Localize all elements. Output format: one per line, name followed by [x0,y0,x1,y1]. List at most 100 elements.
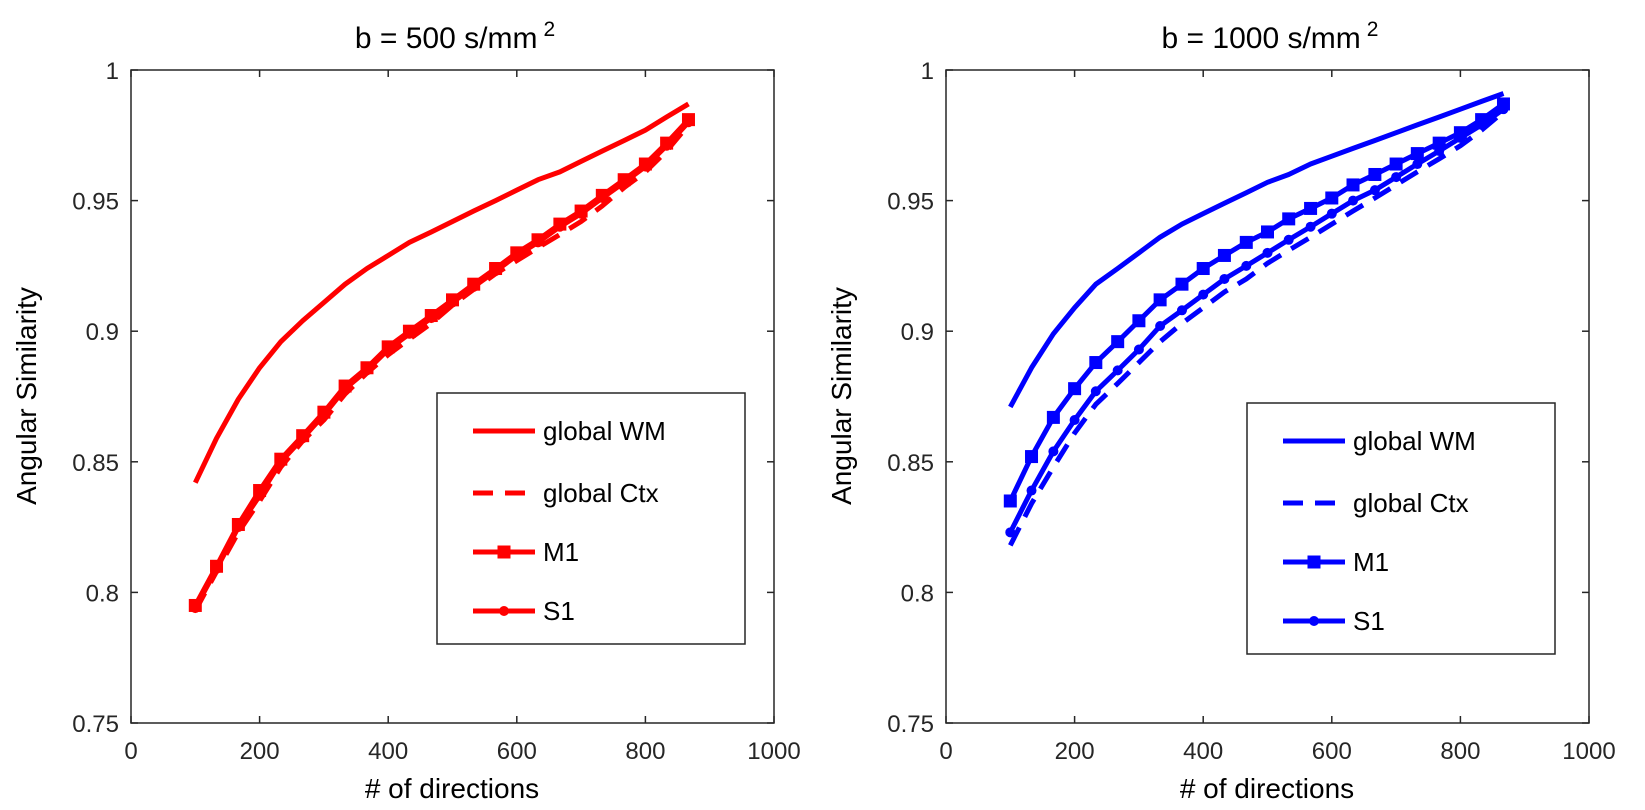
data-point [576,208,587,219]
x-tick-label: 800 [625,738,665,765]
y-tick-label: 1 [921,58,934,85]
data-point [1217,248,1231,262]
legend-marker [499,606,509,616]
legend-label: global Ctx [543,478,659,508]
data-point [640,161,651,172]
data-point [1176,305,1187,316]
legend-item-global-wm: global WM [1283,426,1476,456]
y-tick-labels: 0.75 0.8 0.85 0.9 0.95 1 [887,58,934,738]
data-point [1412,159,1423,170]
legend-box [436,392,746,645]
y-tick-label: 0.95 [72,189,119,216]
legend-item-m1: M1 [473,537,579,567]
x-tick-label: 200 [1055,738,1095,765]
data-point [275,456,286,467]
data-point [597,192,608,203]
legend-item-m1: M1 [1283,547,1389,577]
data-point [1090,386,1101,397]
data-point [1282,212,1296,226]
legend-item-global-wm: global WM [473,416,666,446]
chart-b1000: b = 1000 s/mm 2 0 200 400 600 800 1000 0.75 0.8… [826,18,1616,804]
y-tick-label: 0.75 [72,711,119,738]
series-layer [188,101,695,614]
y-tick-label: 0.9 [901,319,934,346]
y-tick-label: 0.9 [86,319,119,346]
data-point [1369,185,1380,196]
data-point [1003,494,1017,508]
chart-b500: b = 500 s/mm 2 0 200 400 600 800 1000 0.750.80… [11,18,801,804]
data-point [1455,132,1466,143]
x-tick-label: 0 [124,738,137,765]
data-point [468,281,479,292]
data-point [1241,260,1252,271]
data-point [1389,157,1403,171]
x-tick-label: 600 [497,738,537,765]
x-tick-label: 600 [1312,738,1352,765]
series-global-ctx [193,123,691,612]
legend: global WM global Ctx M1 S1 [436,392,746,645]
data-point [190,603,201,614]
data-point [1219,273,1230,284]
series-line-global-ctx [193,123,691,612]
data-point [1048,446,1059,457]
data-point [426,313,437,324]
series-s1 [190,117,694,614]
data-point [1262,247,1273,258]
data-point [1348,195,1359,206]
data-point [661,140,672,151]
series-layer [1003,91,1510,547]
data-point [1326,208,1337,219]
data-point [1391,172,1402,183]
y-axis-label: Angular Similarity [826,287,857,505]
data-point [619,177,630,188]
data-point [1304,201,1318,215]
data-point [1476,119,1487,130]
data-point [447,297,458,308]
data-point [490,266,501,277]
data-point [1005,527,1016,538]
y-tick-labels: 0.75 0.8 0.85 0.9 0.95 1 [72,58,119,738]
data-point [1068,382,1082,396]
data-point [1133,344,1144,355]
legend-box [1246,402,1556,655]
data-point [404,328,415,339]
data-point [683,117,694,128]
chart-title: b = 500 s/mm 2 [355,18,555,55]
legend-label: M1 [1353,547,1389,577]
series-global-wm [193,101,690,484]
legend-item-global-ctx: global Ctx [473,478,659,508]
legend-label: S1 [543,596,575,626]
data-point [1283,234,1294,245]
y-tick-label: 0.95 [887,189,934,216]
data-point [1111,335,1125,349]
x-tick-label: 400 [1183,738,1223,765]
data-point [1175,277,1189,291]
data-point [511,250,522,261]
data-point [211,563,222,574]
data-point [1239,235,1253,249]
y-tick-label: 0.85 [887,450,934,477]
y-tick-label: 0.85 [72,450,119,477]
data-point [1261,225,1274,239]
y-tick-label: 0.8 [86,580,119,607]
chart-title: b = 1000 s/mm 2 [1162,18,1379,55]
data-point [1025,450,1039,464]
data-point [1196,262,1210,276]
data-point [1153,293,1167,307]
legend-marker [1309,616,1319,626]
x-tick-label: 1000 [747,738,800,765]
legend-item-s1: S1 [473,596,575,626]
x-tick-label: 0 [939,738,952,765]
x-axis-label: # of directions [365,773,539,804]
legend-label: global WM [1353,426,1476,456]
data-point [254,490,265,501]
data-point [1498,104,1509,115]
x-tick-label: 200 [240,738,280,765]
x-axis-label: # of directions [1180,773,1354,804]
data-point [533,237,544,248]
data-point [554,221,565,232]
data-point [1026,485,1037,496]
ticks [945,69,1590,724]
legend-marker [497,545,511,559]
